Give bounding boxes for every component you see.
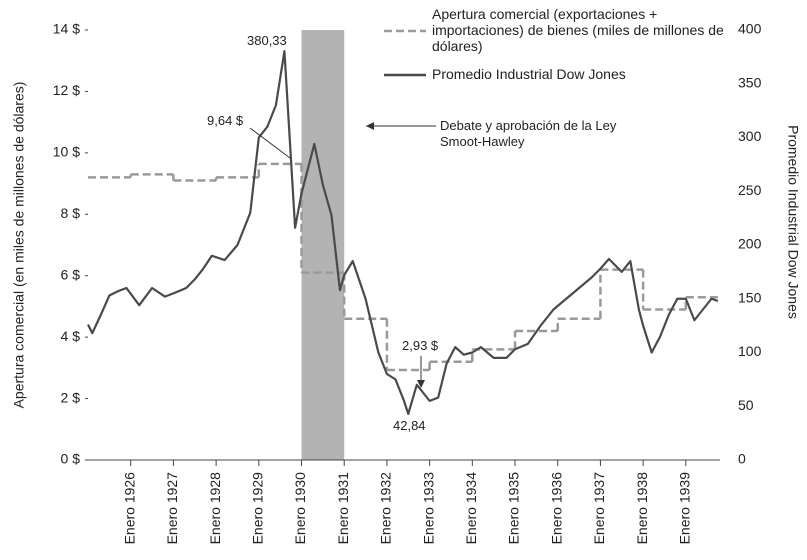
x-tick-label: Enero 1930 bbox=[292, 472, 308, 545]
legend-label: Promedio Industrial Dow Jones bbox=[432, 66, 626, 82]
annotation: 9,64 $ bbox=[207, 113, 244, 128]
arrow-head bbox=[417, 380, 425, 388]
y2-tick-label: 200 bbox=[738, 236, 762, 252]
y2-tick-label: 400 bbox=[738, 21, 762, 37]
y2-tick-label: 300 bbox=[738, 128, 762, 144]
x-tick-label: Enero 1926 bbox=[121, 472, 137, 545]
annotation: 2,93 $ bbox=[402, 338, 439, 353]
y2-tick-label: 100 bbox=[738, 343, 762, 359]
y-tick-label: 8 $ bbox=[61, 205, 81, 221]
x-tick-label: Enero 1936 bbox=[548, 472, 564, 545]
y-tick-label: 4 $ bbox=[61, 328, 81, 344]
x-tick-label: Enero 1932 bbox=[378, 472, 394, 545]
y2-tick-label: 0 bbox=[738, 451, 746, 467]
y-tick-label: 2 $ bbox=[61, 389, 81, 405]
legend-label: Apertura comercial (exportaciones + impo… bbox=[432, 6, 724, 54]
annotation: 380,33 bbox=[247, 33, 287, 48]
y2-tick-label: 150 bbox=[738, 289, 762, 305]
y-tick-label: 0 $ bbox=[61, 451, 81, 467]
highlight-band bbox=[301, 30, 345, 460]
y-axis-label: Apertura comercial (en miles de millones… bbox=[11, 82, 27, 409]
y-tick-label: 12 $ bbox=[53, 82, 80, 98]
y-tick-label: 14 $ bbox=[53, 21, 80, 37]
x-tick-label: Enero 1933 bbox=[420, 472, 436, 545]
x-tick-label: Enero 1929 bbox=[250, 472, 266, 545]
arrow-head bbox=[366, 122, 374, 130]
x-tick-label: Enero 1935 bbox=[506, 472, 522, 545]
y-tick-label: 10 $ bbox=[53, 144, 80, 160]
x-tick-label: Enero 1927 bbox=[164, 472, 180, 545]
y2-tick-label: 50 bbox=[738, 397, 754, 413]
x-tick-label: Enero 1938 bbox=[634, 472, 650, 545]
x-tick-label: Enero 1939 bbox=[677, 472, 693, 545]
x-tick-label: Enero 1931 bbox=[335, 472, 351, 545]
annotation-arrow bbox=[249, 127, 291, 159]
y2-tick-label: 350 bbox=[738, 74, 762, 90]
x-tick-label: Enero 1928 bbox=[207, 472, 223, 545]
dow-line bbox=[87, 50, 719, 416]
annotation: Debate y aprobación de la Ley Smoot-Hawl… bbox=[440, 118, 617, 149]
y-tick-label: 6 $ bbox=[61, 266, 81, 282]
y2-tick-label: 250 bbox=[738, 182, 762, 198]
y2-axis-label: Promedio Industrial Dow Jones bbox=[785, 125, 801, 319]
annotation: 42,84 bbox=[393, 418, 426, 433]
x-tick-label: Enero 1937 bbox=[591, 472, 607, 545]
x-tick-label: Enero 1934 bbox=[463, 472, 479, 545]
